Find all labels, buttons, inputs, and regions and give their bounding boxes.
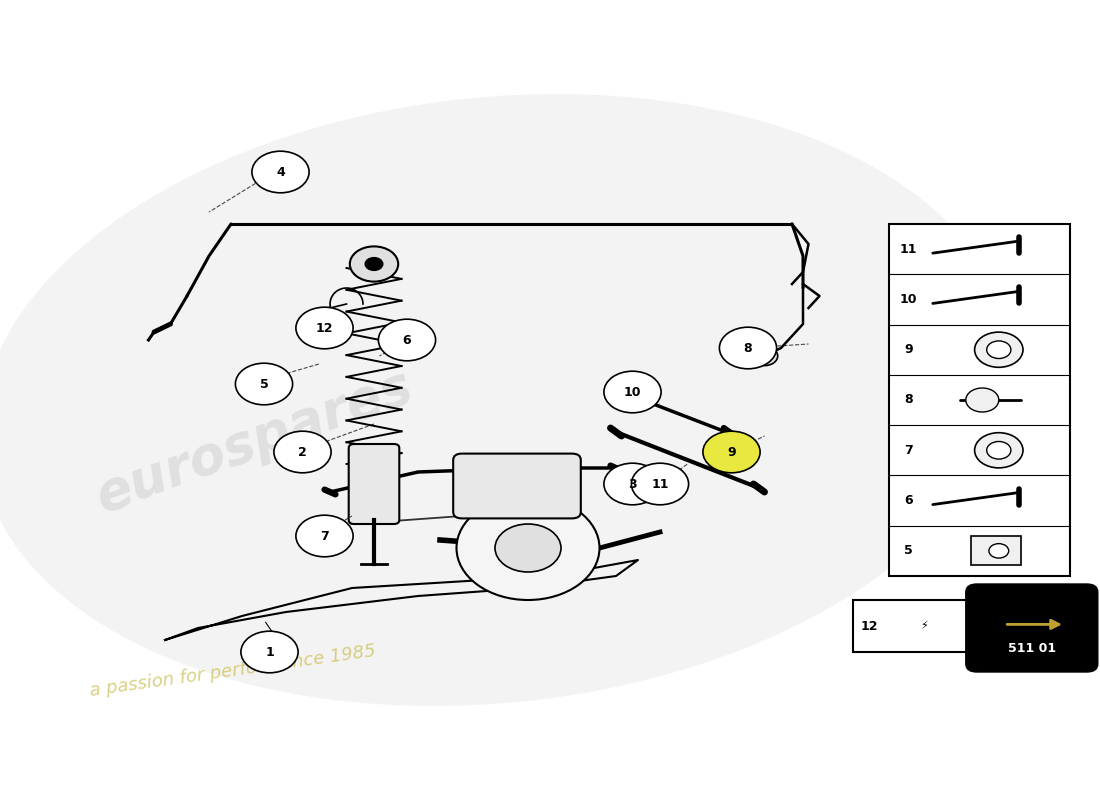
Text: 9: 9 <box>727 446 736 458</box>
Circle shape <box>989 544 1009 558</box>
Text: 5: 5 <box>904 544 913 558</box>
Circle shape <box>252 151 309 193</box>
Circle shape <box>495 524 561 572</box>
Text: 12: 12 <box>860 619 878 633</box>
Text: 6: 6 <box>904 494 913 507</box>
Bar <box>889 224 1070 576</box>
Circle shape <box>719 327 777 369</box>
Text: eurospares: eurospares <box>88 360 419 523</box>
Text: 11: 11 <box>651 478 669 490</box>
Circle shape <box>241 631 298 673</box>
Text: 7: 7 <box>904 444 913 457</box>
Text: ⚡: ⚡ <box>920 621 928 631</box>
Text: 11: 11 <box>900 242 917 256</box>
Circle shape <box>274 431 331 473</box>
Circle shape <box>456 496 600 600</box>
Circle shape <box>631 463 689 505</box>
Circle shape <box>975 332 1023 367</box>
Text: 2: 2 <box>298 446 307 458</box>
Text: 1: 1 <box>265 646 274 658</box>
Circle shape <box>350 246 398 282</box>
Circle shape <box>966 388 999 412</box>
Text: 6: 6 <box>403 334 411 346</box>
Circle shape <box>751 346 778 366</box>
Text: 7: 7 <box>320 530 329 542</box>
Circle shape <box>604 463 661 505</box>
Text: 8: 8 <box>744 342 752 354</box>
Circle shape <box>604 371 661 413</box>
FancyBboxPatch shape <box>966 584 1098 672</box>
Circle shape <box>235 363 293 405</box>
Circle shape <box>378 319 436 361</box>
Text: 10: 10 <box>624 386 641 398</box>
Circle shape <box>296 307 353 349</box>
Text: 3: 3 <box>628 478 637 490</box>
Ellipse shape <box>0 94 1011 706</box>
Text: 511 01: 511 01 <box>1008 642 1056 654</box>
Circle shape <box>703 431 760 473</box>
Circle shape <box>975 433 1023 468</box>
Circle shape <box>987 341 1011 358</box>
Text: 4: 4 <box>276 166 285 178</box>
Circle shape <box>365 258 383 270</box>
Text: 12: 12 <box>316 322 333 334</box>
Circle shape <box>296 515 353 557</box>
Text: 10: 10 <box>900 293 917 306</box>
FancyBboxPatch shape <box>349 444 399 524</box>
FancyBboxPatch shape <box>453 454 581 518</box>
Text: a passion for performance 1985: a passion for performance 1985 <box>88 642 376 700</box>
Text: 8: 8 <box>904 394 913 406</box>
Circle shape <box>987 442 1011 459</box>
Bar <box>852 600 968 652</box>
Text: 9: 9 <box>904 343 913 356</box>
Text: 5: 5 <box>260 378 268 390</box>
Bar <box>971 537 1021 566</box>
